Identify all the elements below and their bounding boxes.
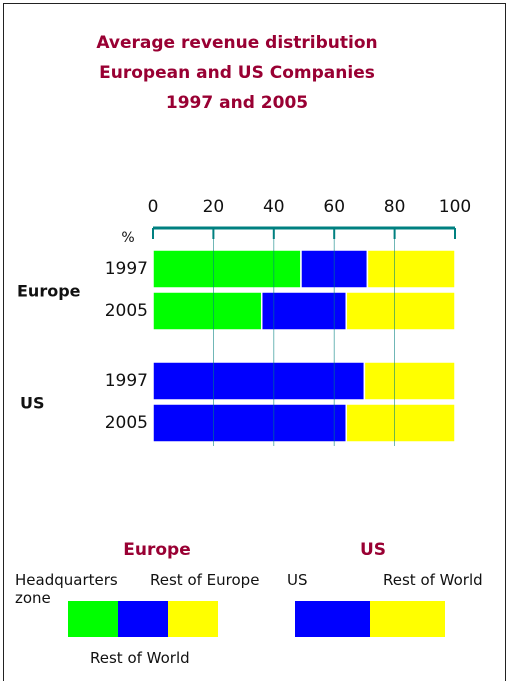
- bar-segment: [152, 249, 302, 289]
- bar-segment: [363, 361, 456, 401]
- group-label: Europe: [17, 282, 81, 301]
- legend-swatch: [118, 601, 168, 637]
- chart-title: 1997 and 2005: [166, 93, 308, 113]
- legend-title: Europe: [123, 540, 190, 560]
- bar-segment: [152, 403, 348, 443]
- legend-title: US: [360, 540, 386, 560]
- x-tick-label: 100: [439, 197, 471, 217]
- bar-segment: [152, 361, 366, 401]
- row-label: 2005: [105, 301, 148, 321]
- frame: [3, 3, 506, 681]
- x-tick-label: 0: [148, 197, 159, 217]
- x-tick-label: 40: [263, 197, 285, 217]
- legend-swatch: [68, 601, 118, 637]
- legend-label: Rest of Europe: [150, 571, 260, 589]
- x-tick-label: 80: [384, 197, 406, 217]
- axis-label: %: [121, 230, 134, 246]
- legend-label: Rest of World: [90, 649, 190, 667]
- group-label: US: [20, 394, 45, 413]
- legend-label: Rest of World: [383, 571, 483, 589]
- chart-title: European and US Companies: [99, 63, 375, 83]
- legend-label: US: [287, 571, 308, 589]
- chart-title: Average revenue distribution: [96, 33, 377, 53]
- bar-segment: [366, 249, 456, 289]
- legend-swatch: [370, 601, 445, 637]
- row-label: 1997: [105, 259, 148, 279]
- legend-swatch: [168, 601, 218, 637]
- bar-segment: [345, 403, 456, 443]
- x-tick-label: 20: [203, 197, 225, 217]
- row-label: 1997: [105, 371, 148, 391]
- bar-segment: [260, 291, 348, 331]
- legend-swatch: [295, 601, 370, 637]
- bar-segment: [152, 291, 263, 331]
- x-tick-label: 60: [323, 197, 345, 217]
- row-label: 2005: [105, 413, 148, 433]
- legend-label: Headquarters zone: [15, 571, 118, 607]
- bar-segment: [345, 291, 456, 331]
